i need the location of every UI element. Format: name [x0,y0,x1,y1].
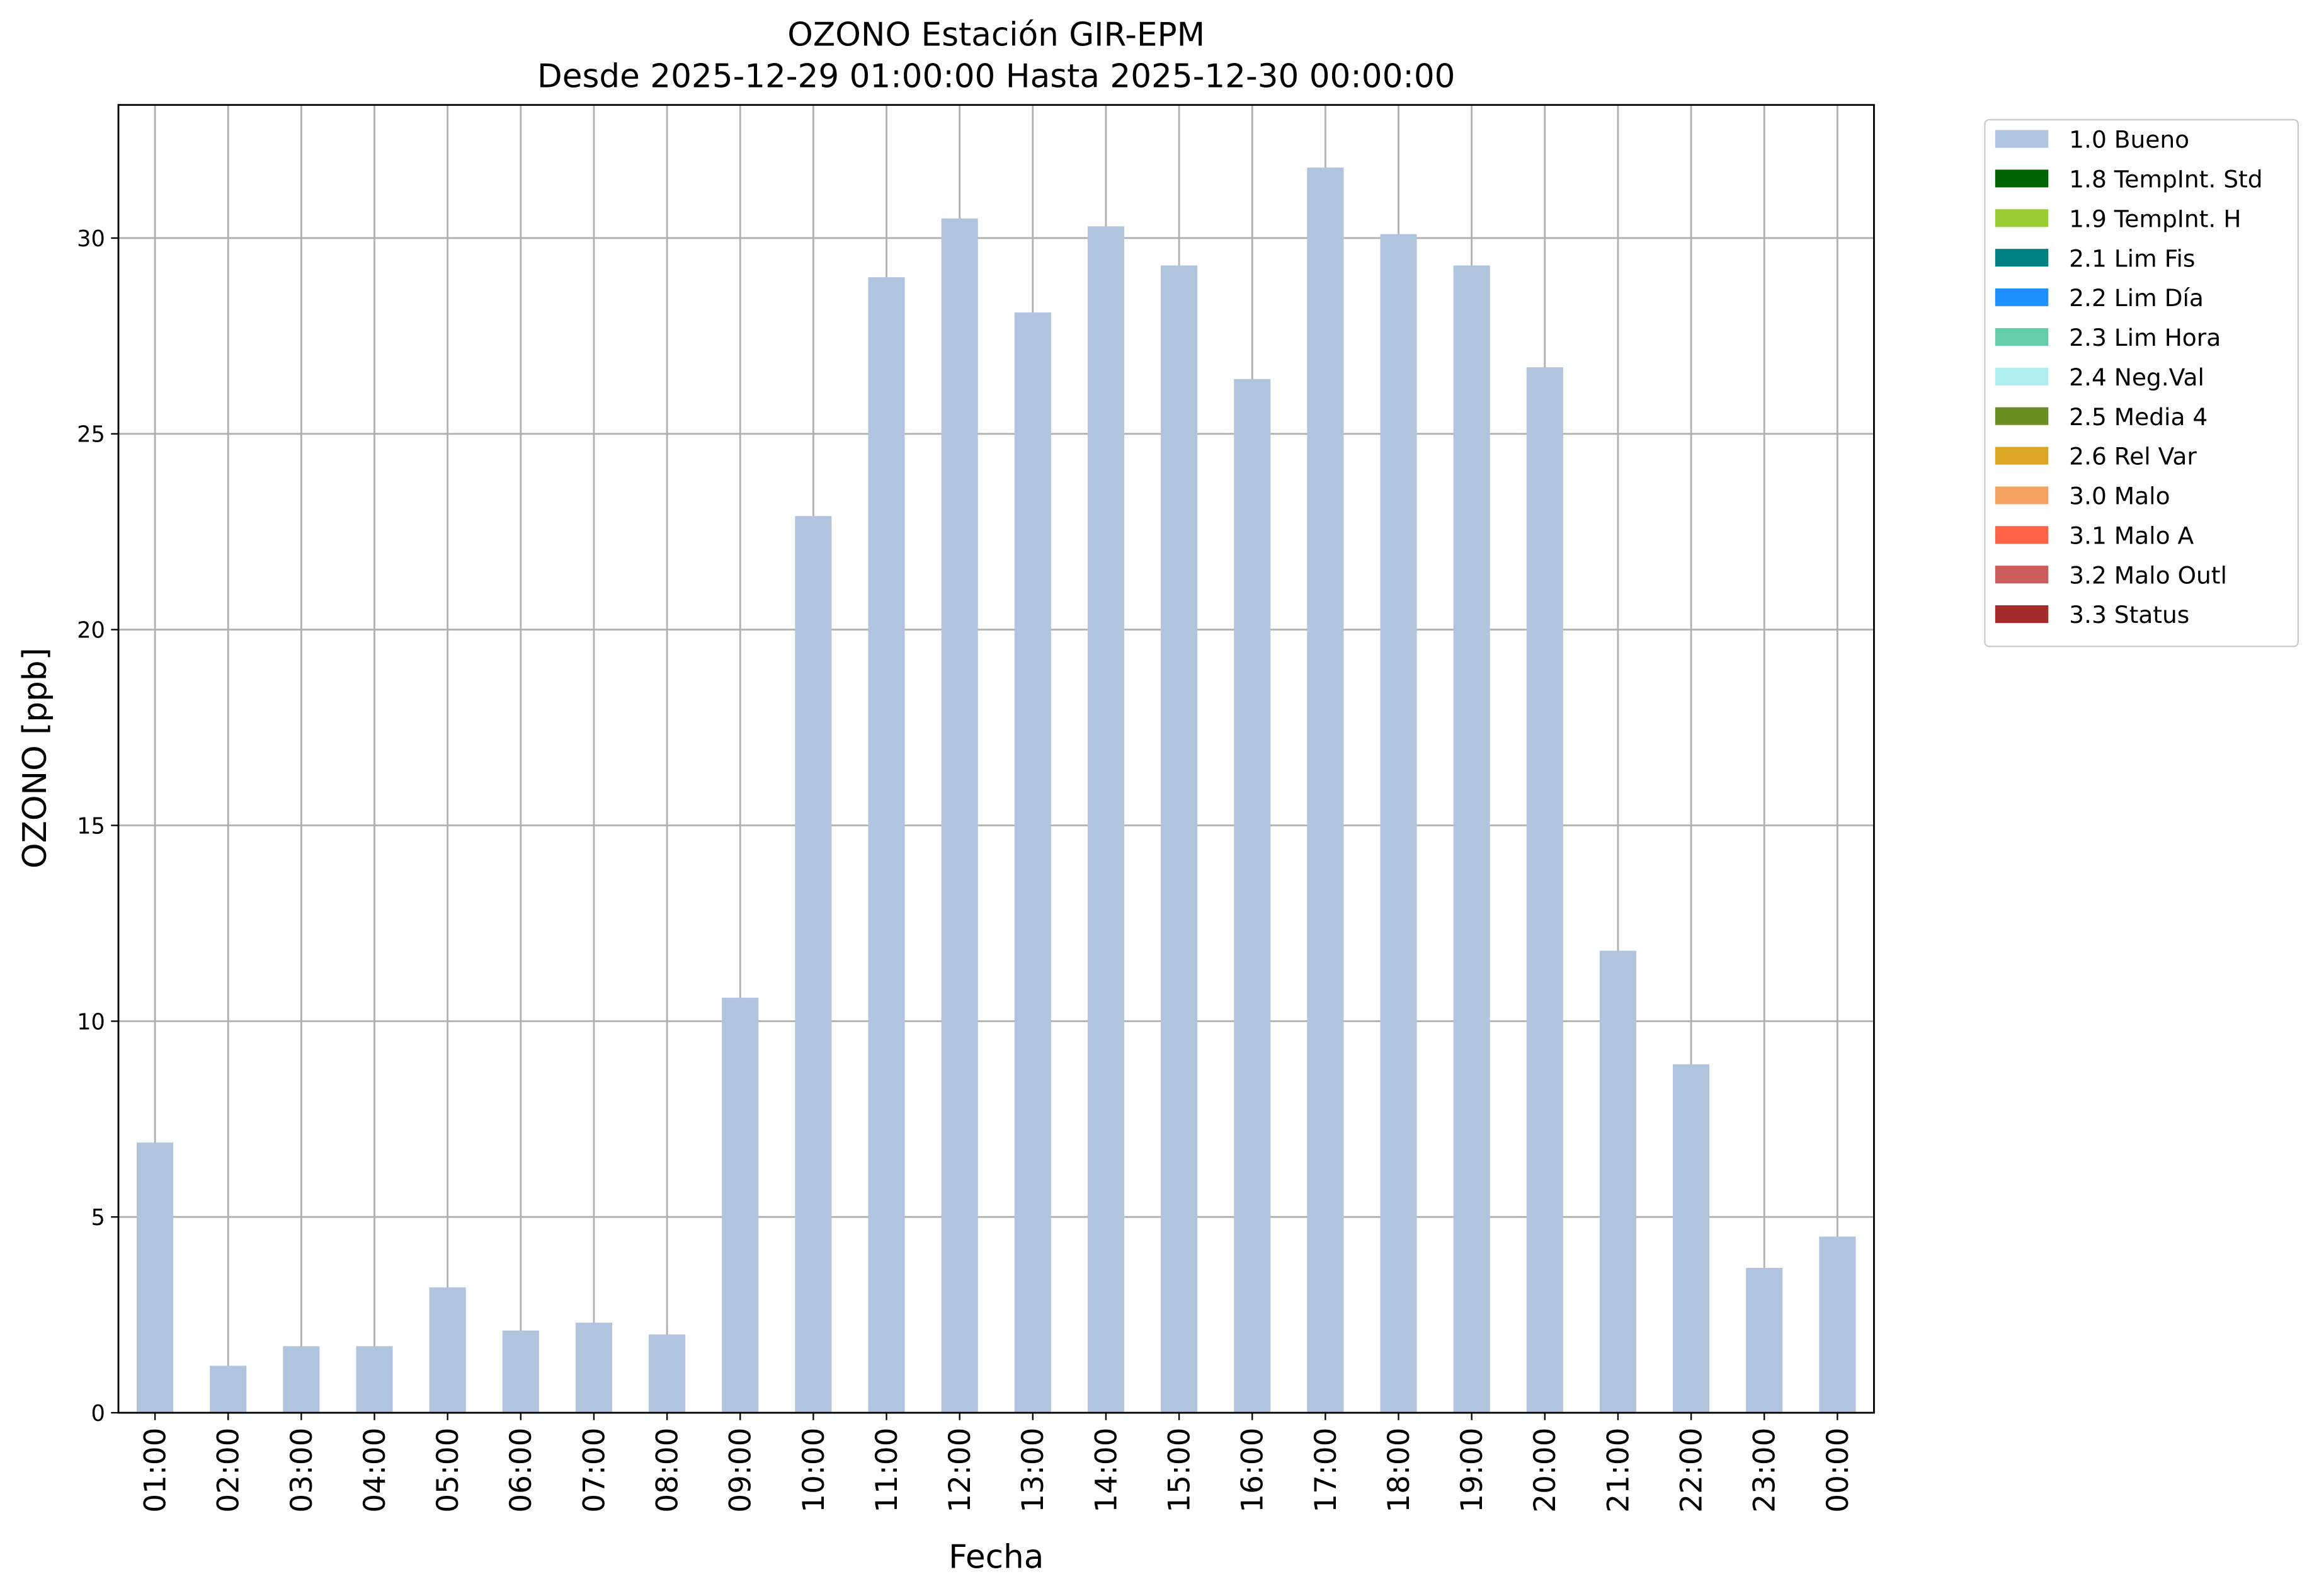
bar [795,516,832,1413]
bar [1307,168,1344,1413]
y-tick-label: 30 [77,226,105,252]
legend-label: 2.1 Lim Fis [2069,244,2195,272]
legend-label: 2.5 Media 4 [2069,403,2208,431]
x-tick-label: 06:00 [504,1428,538,1513]
y-tick-label: 0 [91,1401,105,1427]
bar [1087,226,1124,1413]
bar [283,1346,320,1413]
x-tick-label: 22:00 [1675,1428,1709,1513]
x-axis-label: Fecha [949,1538,1044,1576]
legend-label: 3.2 Malo Outl [2069,561,2227,589]
legend-label: 1.8 TempInt. Std [2069,166,2262,193]
bar [722,998,759,1413]
x-tick-label: 07:00 [577,1428,612,1513]
x-tick-label: 00:00 [1821,1428,1855,1513]
bar [1673,1064,1710,1413]
legend-label: 3.1 Malo A [2069,522,2194,549]
bar [575,1323,612,1413]
x-tick-label: 13:00 [1016,1428,1051,1513]
legend-label: 3.0 Malo [2069,482,2170,510]
legend-frame [1984,118,2299,647]
bar [429,1287,466,1413]
legend-swatch [1995,407,2049,425]
legend-label: 2.4 Neg.Val [2069,363,2204,391]
legend-swatch [1995,249,2049,267]
bar [941,218,978,1413]
chart-subtitle: Desde 2025-12-29 01:00:00 Hasta 2025-12-… [537,57,1456,95]
x-tick-label: 12:00 [943,1428,977,1513]
bar [1819,1236,1856,1413]
legend-label: 1.9 TempInt. H [2069,205,2241,232]
x-tick-label: 20:00 [1528,1428,1563,1513]
legend-swatch [1995,169,2049,188]
bar [1014,312,1051,1413]
bar [1161,265,1198,1413]
x-tick-label: 09:00 [724,1428,758,1513]
x-tick-label: 11:00 [870,1428,904,1513]
legend-swatch [1995,328,2049,346]
legend-swatch [1995,367,2049,385]
bar [356,1346,393,1413]
y-axis-label: OZONO [ppb] [16,647,54,869]
x-tick-label: 15:00 [1163,1428,1197,1513]
legend-swatch [1995,447,2049,465]
legend-label: 1.0 Bueno [2069,126,2189,154]
x-tick-label: 10:00 [797,1428,831,1513]
bar [1526,367,1563,1413]
y-tick-label: 25 [77,422,105,448]
chart-title: OZONO Estación GIR-EPM [787,16,1205,54]
legend-swatch [1995,566,2049,584]
legend-swatch [1995,209,2049,227]
legend-swatch [1995,486,2049,504]
legend-label: 2.6 Rel Var [2069,443,2197,470]
legend-swatch [1995,130,2049,148]
x-tick-label: 08:00 [651,1428,685,1513]
x-tick-label: 16:00 [1236,1428,1270,1513]
bar [1234,379,1271,1413]
y-tick-label: 5 [91,1205,105,1231]
bar [1746,1268,1783,1413]
bar [137,1143,174,1413]
y-tick-label: 10 [77,1009,105,1035]
legend-label: 3.3 Status [2069,601,2189,629]
legend-label: 2.3 Lim Hora [2069,324,2221,351]
x-tick-label: 17:00 [1309,1428,1343,1513]
bar [649,1334,686,1413]
bars [137,168,1856,1413]
legend-swatch [1995,605,2049,624]
bar [1453,265,1490,1413]
bar [210,1365,247,1413]
y-tick-label: 15 [77,813,105,839]
x-tick-label: 02:00 [212,1428,246,1513]
bar [868,277,905,1413]
bar [502,1330,539,1413]
legend-swatch [1995,288,2049,307]
x-tick-label: 19:00 [1455,1428,1490,1513]
x-tick-label: 21:00 [1601,1428,1636,1513]
bar [1380,234,1417,1413]
x-tick-label: 05:00 [431,1428,465,1513]
legend-label: 2.2 Lim Día [2069,284,2204,312]
x-tick-label: 01:00 [139,1428,173,1513]
x-tick-label: 23:00 [1748,1428,1782,1513]
x-tick-label: 03:00 [285,1428,319,1513]
x-tick-label: 04:00 [358,1428,392,1513]
plot-frame [117,104,1875,1414]
bar [1599,950,1636,1413]
x-tick-label: 18:00 [1382,1428,1416,1513]
legend-swatch [1995,526,2049,544]
legend: 1.0 Bueno 1.8 TempInt. Std 1.9 TempInt. H 2… [1984,118,2299,647]
x-tick-label: 14:00 [1089,1428,1124,1513]
y-tick-label: 20 [77,618,105,644]
